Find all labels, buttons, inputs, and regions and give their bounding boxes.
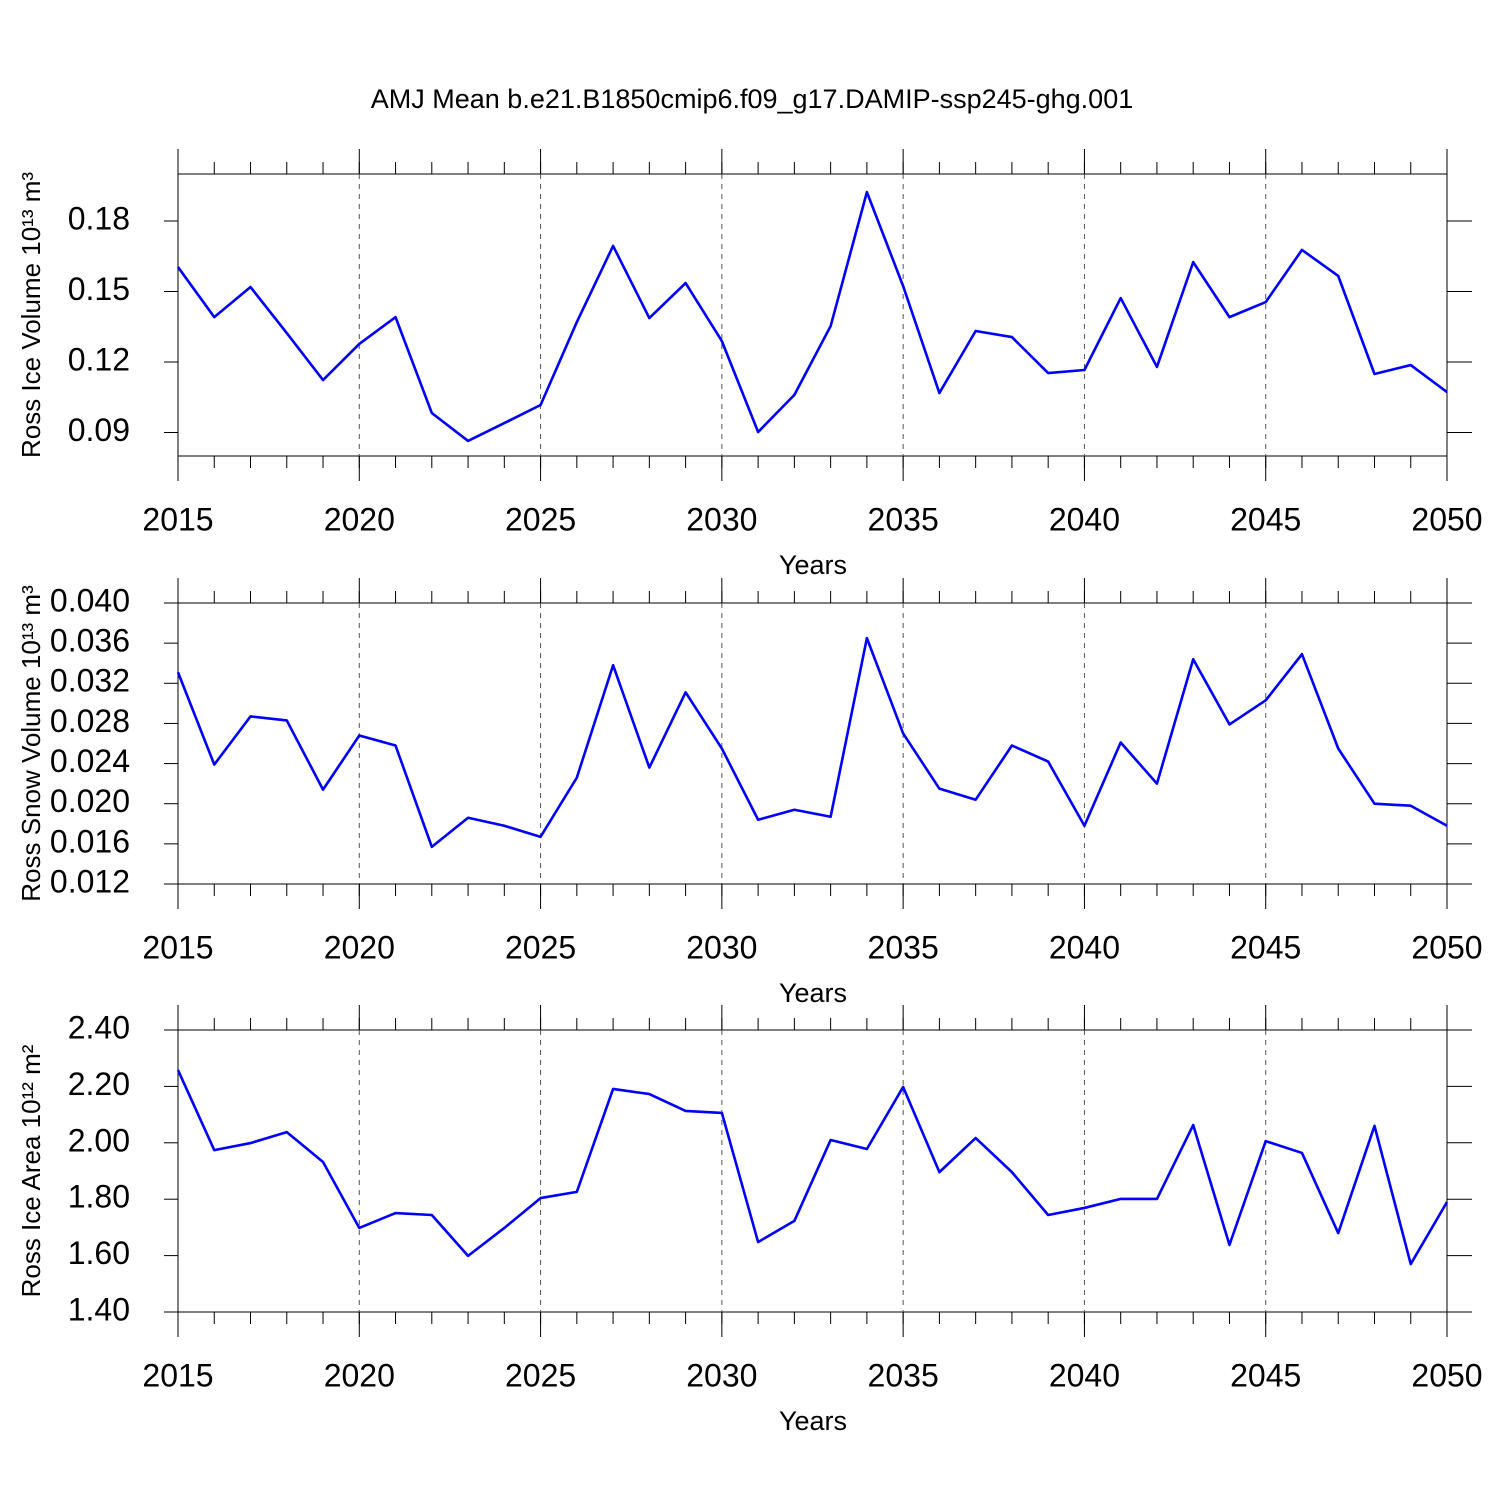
x-tick-label: 2025	[505, 1357, 576, 1393]
plot-frame	[177, 602, 1448, 885]
x-tick-label: 2050	[1411, 1357, 1482, 1393]
x-tick-label: 2040	[1049, 501, 1120, 537]
x-tick-label: 2045	[1230, 501, 1301, 537]
x-tick-label: 2015	[142, 1357, 213, 1393]
x-tick-label: 2035	[868, 1357, 939, 1393]
data-line	[176, 636, 1448, 849]
x-tick-label: 2020	[324, 501, 395, 537]
x-tick-label: 2035	[868, 929, 939, 965]
y-tick-label: 0.18	[68, 200, 130, 236]
x-tick-label: 2050	[1411, 501, 1482, 537]
plot-frame	[177, 173, 1448, 457]
x-tick-label: 2020	[324, 1357, 395, 1393]
x-tick-label: 2020	[324, 929, 395, 965]
y-tick-label: 0.040	[50, 582, 130, 618]
data-line	[176, 190, 1448, 443]
y-tick-label: 0.032	[50, 663, 130, 699]
x-tick-label: 2015	[142, 929, 213, 965]
x-axis-title: Years	[779, 550, 847, 580]
y-tick-label: 0.036	[50, 623, 130, 659]
plot-frame	[177, 1029, 1448, 1313]
y-tick-label: 2.20	[68, 1066, 130, 1102]
figure-title: AMJ Mean b.e21.B1850cmip6.f09_g17.DAMIP-…	[371, 84, 1133, 114]
y-axis-title: Ross Ice Volume 10¹³ m³	[16, 172, 46, 458]
x-tick-label: 2045	[1230, 1357, 1301, 1393]
x-tick-label: 2030	[686, 1357, 757, 1393]
y-tick-label: 0.12	[68, 341, 130, 377]
x-tick-label: 2030	[686, 929, 757, 965]
y-tick-label: 0.020	[50, 783, 130, 819]
x-tick-label: 2035	[868, 501, 939, 537]
x-tick-label: 2025	[505, 501, 576, 537]
x-tick-label: 2015	[142, 501, 213, 537]
x-axis-title: Years	[779, 1406, 847, 1436]
x-tick-label: 2040	[1049, 929, 1120, 965]
y-tick-label: 1.80	[68, 1179, 130, 1215]
x-tick-label: 2040	[1049, 1357, 1120, 1393]
y-tick-label: 2.40	[68, 1009, 130, 1045]
x-tick-label: 2030	[686, 501, 757, 537]
y-axis-title: Ross Snow Volume 10¹³ m³	[16, 585, 46, 902]
x-axis-title: Years	[779, 978, 847, 1008]
y-tick-label: 0.15	[68, 271, 130, 307]
x-tick-label: 2045	[1230, 929, 1301, 965]
y-tick-label: 0.09	[68, 412, 130, 448]
x-tick-label: 2050	[1411, 929, 1482, 965]
y-tick-label: 1.60	[68, 1235, 130, 1271]
y-axis-title: Ross Ice Area 10¹² m²	[16, 1044, 46, 1297]
y-tick-label: 0.016	[50, 823, 130, 859]
y-tick-label: 1.40	[68, 1291, 130, 1327]
y-tick-label: 0.012	[50, 863, 130, 899]
y-tick-label: 0.024	[50, 743, 130, 779]
data-line	[176, 1069, 1449, 1266]
y-tick-label: 0.028	[50, 703, 130, 739]
x-tick-label: 2025	[505, 929, 576, 965]
y-tick-label: 2.00	[68, 1122, 130, 1158]
